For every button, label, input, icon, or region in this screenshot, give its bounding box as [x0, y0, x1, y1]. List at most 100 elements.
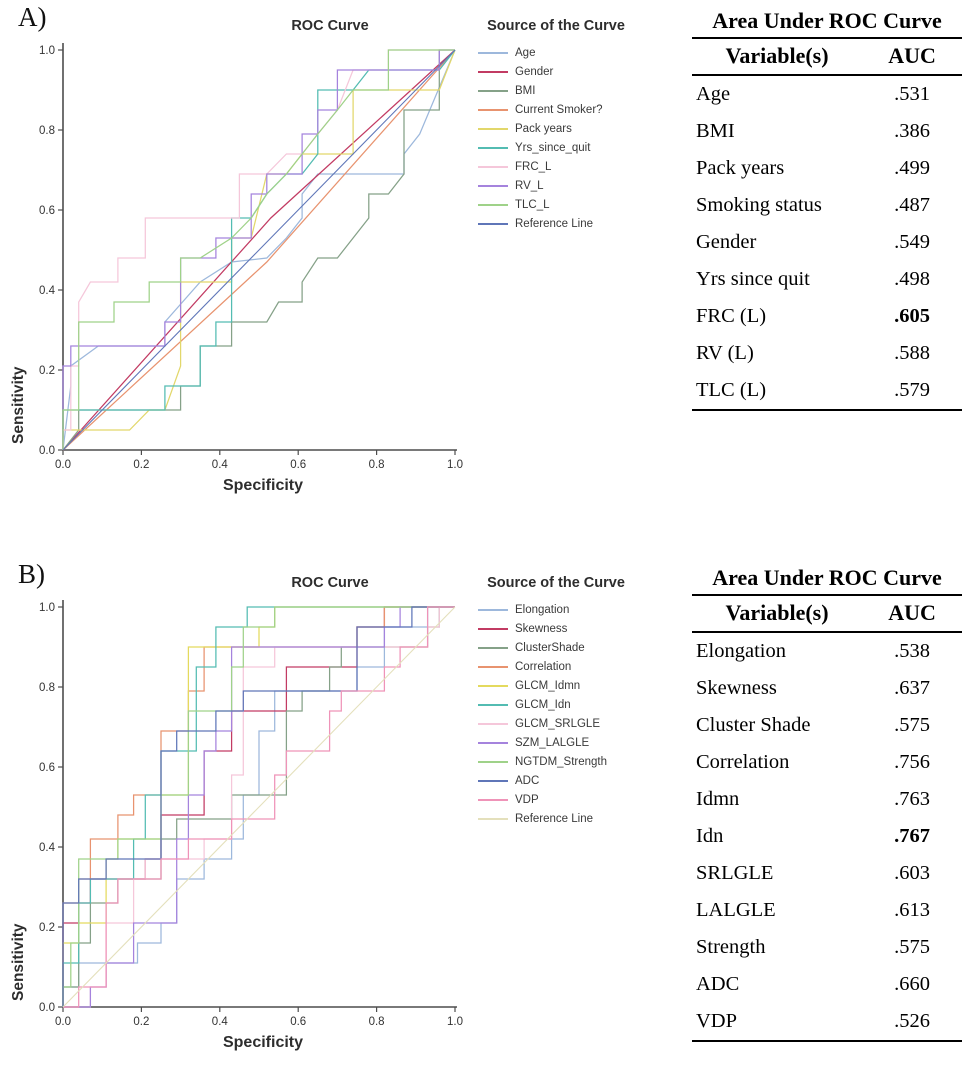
auc-cell: .538: [894, 640, 930, 662]
roc-curve-bmi: [62, 49, 455, 451]
x-tick-label: 0.6: [290, 459, 306, 471]
legend-item-label: NGTDM_Strength: [515, 756, 608, 769]
col-header-variables: Variable(s): [692, 39, 863, 76]
legend-item: Correlation: [478, 658, 660, 677]
roc-curve-current-smoker-: [62, 49, 456, 451]
table-row: Strength .575: [692, 929, 962, 966]
roc-curve-tlc-l: [62, 49, 455, 450]
chart-title: ROC Curve: [291, 575, 369, 591]
legend-item-label: Yrs_since_quit: [515, 142, 591, 155]
legend-item: GLCM_SRLGLE: [478, 715, 660, 734]
auc-cell: .498: [894, 268, 930, 290]
auc-cell: .499: [894, 157, 930, 179]
auc-table: Area Under ROC Curve Variable(s) AUC Age…: [692, 8, 962, 411]
legend-item-label: Gender: [515, 66, 554, 79]
variable-cell: BMI: [696, 120, 735, 142]
auc-cell: .637: [894, 677, 930, 699]
legend-item: Age: [478, 44, 660, 63]
roc-plot: 0.0 0.2 0.4 0.6 0.8 1.0 0.0 0.2 0.4 0.6 0.8 1.0: [39, 43, 463, 471]
variable-cell: Pack years: [696, 157, 785, 179]
auc-cell: .579: [894, 379, 930, 401]
legend-swatch-line: [478, 147, 508, 150]
legend-item: FRC_L: [478, 158, 660, 177]
auc-cell: .487: [894, 194, 930, 216]
variable-cell: Cluster Shade: [696, 714, 811, 736]
variable-cell: RV (L): [696, 342, 754, 364]
panel-label-b: B): [18, 559, 45, 589]
legend-item-label: SZM_LALGLE: [515, 737, 590, 750]
x-axis-label: Specificity: [222, 1034, 304, 1051]
legend-title: Source of the Curve: [487, 18, 625, 34]
y-tick-label: 0.4: [39, 285, 56, 297]
table-row: ADC .660: [692, 966, 962, 1003]
legend-item: TLC_L: [478, 196, 660, 215]
legend-item: SZM_LALGLE: [478, 734, 660, 753]
legend-item-label: VDP: [515, 794, 539, 807]
table-row: Gender .549: [692, 224, 962, 261]
auc-cell: .613: [894, 899, 930, 921]
legend-item-label: Elongation: [515, 604, 570, 617]
auc-cell: .526: [894, 1010, 930, 1032]
table-row: Age .531: [692, 75, 962, 113]
legend-item-label: ClusterShade: [515, 642, 585, 655]
legend-swatch-line: [478, 704, 508, 707]
legend-item: RV_L: [478, 177, 660, 196]
table-row: Pack years .499: [692, 150, 962, 187]
variable-cell: Elongation: [696, 640, 786, 662]
y-tick-label: 0.8: [39, 125, 55, 137]
roc-curve-reference-line: [62, 49, 456, 451]
legend-swatch-line: [478, 780, 508, 783]
legend-swatch-line: [478, 185, 508, 188]
variable-cell: Strength: [696, 936, 766, 958]
panel-b: B) ROC Curve Sensitivity 0.0 0.2 0.4 0.6 0.8…: [0, 557, 967, 1081]
variable-cell: SRLGLE: [696, 862, 774, 884]
legend-item-label: Correlation: [515, 661, 572, 674]
variable-cell: Correlation: [696, 751, 790, 773]
roc-curve-adc: [62, 606, 455, 1007]
legend-swatch-line: [478, 71, 508, 74]
legend-item: BMI: [478, 82, 660, 101]
y-tick-label: 0.8: [39, 682, 55, 694]
legend-item: GLCM_Idmn: [478, 677, 660, 696]
legend-swatch-line: [478, 742, 508, 745]
roc-chart-b: ROC Curve Sensitivity 0.0 0.2 0.4 0.6 0.8 1.0…: [0, 557, 472, 1077]
table-row: RV (L) .588: [692, 335, 962, 372]
legend-swatch-line: [478, 609, 508, 612]
auc-cell: .603: [894, 862, 930, 884]
auc-cell: .763: [894, 788, 930, 810]
legend-swatch-line: [478, 223, 508, 226]
legend-item-label: Age: [515, 47, 536, 60]
table-row: Skewness .637: [692, 670, 962, 707]
table-row: SRLGLE .603: [692, 855, 962, 892]
x-tick-label: 0.8: [369, 459, 385, 471]
x-tick-label: 0.6: [290, 1016, 306, 1028]
legend-item-label: Reference Line: [515, 813, 593, 826]
legend-swatch-line: [478, 761, 508, 764]
legend-item: ADC: [478, 772, 660, 791]
legend-item-label: Pack years: [515, 123, 572, 136]
legend-item-label: Reference Line: [515, 218, 593, 231]
legend-item: Current Smoker?: [478, 101, 660, 120]
x-tick-label: 0.4: [212, 459, 229, 471]
table-row: TLC (L) .579: [692, 372, 962, 410]
roc-curve-reference-line: [62, 606, 456, 1008]
legend-item: Pack years: [478, 120, 660, 139]
legend-swatch-line: [478, 109, 508, 112]
x-tick-label: 1.0: [447, 1016, 463, 1028]
col-header-auc: AUC: [862, 39, 962, 76]
auc-cell: .660: [894, 973, 930, 995]
legend-item: NGTDM_Strength: [478, 753, 660, 772]
table-row: Elongation .538: [692, 632, 962, 670]
legend-swatch-line: [478, 90, 508, 93]
variable-cell: Smoking status: [696, 194, 822, 216]
variable-cell: VDP: [696, 1010, 738, 1032]
x-tick-label: 0.0: [55, 459, 71, 471]
legend-item: Skewness: [478, 620, 660, 639]
variable-cell: Idn: [696, 825, 724, 847]
legend: Source of the Curve Elongation Skewness Cl…: [478, 575, 660, 829]
legend-item-label: Current Smoker?: [515, 104, 603, 117]
legend-item: Gender: [478, 63, 660, 82]
table-row: Idn .767: [692, 818, 962, 855]
legend-swatch-line: [478, 628, 508, 631]
roc-curve-frc-l: [62, 49, 455, 450]
